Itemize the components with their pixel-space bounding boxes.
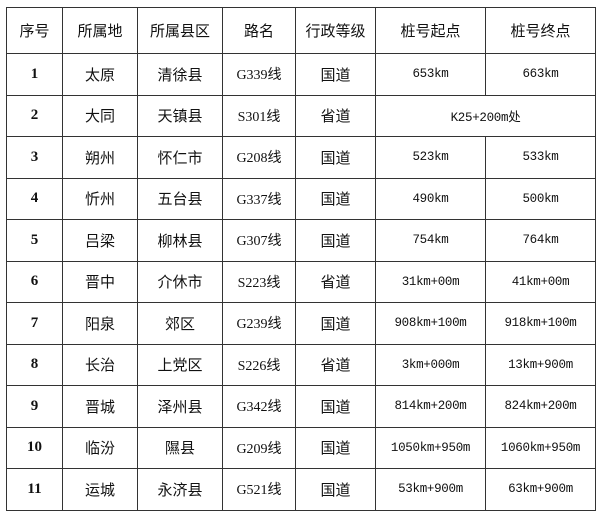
row-index: 11 xyxy=(6,468,63,511)
end-cell: 63km+900m xyxy=(485,468,596,511)
city-cell: 太原 xyxy=(62,53,138,96)
level-cell: 国道 xyxy=(295,385,376,428)
level-cell: 国道 xyxy=(295,136,376,179)
county-cell: 怀仁市 xyxy=(137,136,223,179)
table-row: 10 临汾 隰县 G209线 国道 1050km+950m 1060km+950m xyxy=(6,426,596,469)
header-start: 桩号起点 xyxy=(375,7,486,54)
county-cell: 清徐县 xyxy=(137,53,223,96)
header-city: 所属地 xyxy=(62,7,138,54)
row-index: 6 xyxy=(6,260,63,303)
level-cell: 省道 xyxy=(295,260,376,303)
county-cell: 介休市 xyxy=(137,260,223,303)
city-cell: 阳泉 xyxy=(62,302,138,345)
county-cell: 五台县 xyxy=(137,177,223,220)
end-cell: 533km xyxy=(485,136,596,179)
city-cell: 晋中 xyxy=(62,260,138,303)
start-cell: 908km+100m xyxy=(375,302,486,345)
start-cell: 490km xyxy=(375,177,486,220)
county-cell: 永济县 xyxy=(137,468,223,511)
level-cell: 国道 xyxy=(295,302,376,345)
city-cell: 长治 xyxy=(62,343,138,386)
road-section-table: 序号 所属地 所属县区 路名 行政等级 桩号起点 桩号终点 1 太原 清徐县 G339… xyxy=(6,7,596,511)
row-index: 4 xyxy=(6,177,63,220)
table-row: 3 朔州 怀仁市 G208线 国道 523km 533km xyxy=(6,136,596,179)
road-cell: S301线 xyxy=(222,94,296,137)
road-cell: S223线 xyxy=(222,260,296,303)
city-cell: 晋城 xyxy=(62,385,138,428)
start-cell: 814km+200m xyxy=(375,385,486,428)
start-cell: 1050km+950m xyxy=(375,426,486,469)
level-cell: 国道 xyxy=(295,426,376,469)
county-cell: 天镇县 xyxy=(137,94,223,137)
table-row: 6 晋中 介休市 S223线 省道 31km+00m 41km+00m xyxy=(6,260,596,303)
header-county: 所属县区 xyxy=(137,7,223,54)
header-row: 序号 所属地 所属县区 路名 行政等级 桩号起点 桩号终点 xyxy=(6,7,596,54)
city-cell: 运城 xyxy=(62,468,138,511)
table-row: 9 晋城 泽州县 G342线 国道 814km+200m 824km+200m xyxy=(6,385,596,428)
county-cell: 上党区 xyxy=(137,343,223,386)
road-cell: G209线 xyxy=(222,426,296,469)
table-row: 1 太原 清徐县 G339线 国道 653km 663km xyxy=(6,53,596,96)
road-cell: G521线 xyxy=(222,468,296,511)
table-row: 7 阳泉 郊区 G239线 国道 908km+100m 918km+100m xyxy=(6,302,596,345)
end-cell: 663km xyxy=(485,53,596,96)
start-cell: 3km+000m xyxy=(375,343,486,386)
start-cell: 31km+00m xyxy=(375,260,486,303)
road-cell: S226线 xyxy=(222,343,296,386)
table-row: 4 忻州 五台县 G337线 国道 490km 500km xyxy=(6,177,596,220)
end-cell: 764km xyxy=(485,219,596,262)
road-cell: G307线 xyxy=(222,219,296,262)
end-cell: 918km+100m xyxy=(485,302,596,345)
level-cell: 省道 xyxy=(295,343,376,386)
table-row: 11 运城 永济县 G521线 国道 53km+900m 63km+900m xyxy=(6,468,596,511)
county-cell: 泽州县 xyxy=(137,385,223,428)
row-index: 1 xyxy=(6,53,63,96)
start-cell: 754km xyxy=(375,219,486,262)
road-cell: G337线 xyxy=(222,177,296,220)
header-end: 桩号终点 xyxy=(485,7,596,54)
start-cell: 523km xyxy=(375,136,486,179)
level-cell: 国道 xyxy=(295,53,376,96)
county-cell: 郊区 xyxy=(137,302,223,345)
table-row: 8 长治 上党区 S226线 省道 3km+000m 13km+900m xyxy=(6,343,596,386)
header-road: 路名 xyxy=(222,7,296,54)
end-cell: 41km+00m xyxy=(485,260,596,303)
city-cell: 吕梁 xyxy=(62,219,138,262)
road-cell: G339线 xyxy=(222,53,296,96)
road-cell: G208线 xyxy=(222,136,296,179)
header-level: 行政等级 xyxy=(295,7,376,54)
table-body: 1 太原 清徐县 G339线 国道 653km 663km 2 大同 天镇县 S301线 省道 K25+… xyxy=(6,53,596,511)
end-cell: 500km xyxy=(485,177,596,220)
row-index: 9 xyxy=(6,385,63,428)
level-cell: 省道 xyxy=(295,94,376,137)
city-cell: 临汾 xyxy=(62,426,138,469)
city-cell: 忻州 xyxy=(62,177,138,220)
row-index: 10 xyxy=(6,426,63,469)
end-cell: 1060km+950m xyxy=(485,426,596,469)
level-cell: 国道 xyxy=(295,468,376,511)
road-cell: G342线 xyxy=(222,385,296,428)
county-cell: 隰县 xyxy=(137,426,223,469)
start-cell: 53km+900m xyxy=(375,468,486,511)
end-cell: 824km+200m xyxy=(485,385,596,428)
city-cell: 朔州 xyxy=(62,136,138,179)
row-index: 3 xyxy=(6,136,63,179)
level-cell: 国道 xyxy=(295,177,376,220)
end-cell: 13km+900m xyxy=(485,343,596,386)
row-index: 7 xyxy=(6,302,63,345)
row-index: 8 xyxy=(6,343,63,386)
table-row: 2 大同 天镇县 S301线 省道 K25+200m处 xyxy=(6,94,596,137)
road-cell: G239线 xyxy=(222,302,296,345)
row-index: 5 xyxy=(6,219,63,262)
city-cell: 大同 xyxy=(62,94,138,137)
header-index: 序号 xyxy=(6,7,63,54)
table-row: 5 吕梁 柳林县 G307线 国道 754km 764km xyxy=(6,219,596,262)
level-cell: 国道 xyxy=(295,219,376,262)
location-cell: K25+200m处 xyxy=(375,94,596,137)
row-index: 2 xyxy=(6,94,63,137)
start-cell: 653km xyxy=(375,53,486,96)
county-cell: 柳林县 xyxy=(137,219,223,262)
